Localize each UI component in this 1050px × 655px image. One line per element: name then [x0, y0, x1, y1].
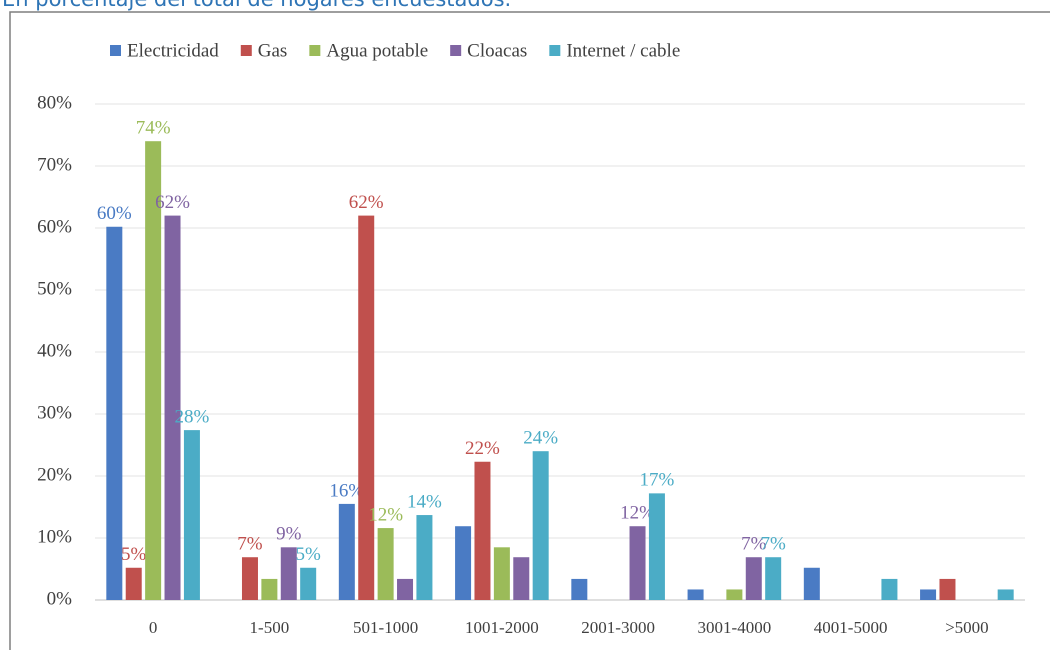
- bar: [687, 589, 704, 600]
- x-tick-label: 1-500: [250, 618, 290, 637]
- bar: [474, 461, 491, 600]
- bar: [765, 557, 782, 600]
- bar: [997, 589, 1014, 600]
- data-label: 62%: [349, 192, 384, 213]
- bar: [241, 557, 258, 600]
- x-tick-label: 4001-5000: [814, 618, 888, 637]
- data-label: 62%: [155, 192, 190, 213]
- legend-swatch: [110, 45, 121, 56]
- bar: [648, 493, 665, 600]
- bar: [513, 557, 530, 600]
- y-tick-label: 40%: [37, 340, 72, 361]
- y-tick-label: 20%: [37, 464, 72, 485]
- x-tick-label: 3001-4000: [698, 618, 772, 637]
- bar: [397, 578, 414, 600]
- y-tick-label: 10%: [37, 526, 72, 547]
- bar: [358, 215, 375, 600]
- legend-label: Internet / cable: [566, 40, 680, 61]
- data-label: 22%: [465, 438, 500, 459]
- y-tick-label: 0%: [47, 588, 73, 609]
- chart-frame: [9, 11, 1050, 655]
- data-label: 28%: [175, 406, 210, 427]
- bar: [261, 578, 278, 600]
- data-label: 12%: [368, 504, 403, 525]
- bar: [803, 567, 820, 600]
- x-tick-label: 1001-2000: [465, 618, 539, 637]
- x-tick-label: 0: [149, 618, 158, 637]
- legend-label: Cloacas: [467, 40, 527, 61]
- bar: [164, 215, 181, 600]
- legend-label: Gas: [258, 40, 288, 61]
- bar: [629, 526, 646, 600]
- bar: [726, 589, 743, 600]
- bar: [338, 503, 355, 600]
- x-tick-label: 2001-3000: [581, 618, 655, 637]
- y-tick-label: 30%: [37, 402, 72, 423]
- legend-label: Electricidad: [127, 40, 219, 61]
- bar: [145, 141, 162, 600]
- x-tick-label: 501-1000: [353, 618, 418, 637]
- data-label: 5%: [296, 544, 322, 565]
- y-tick-label: 80%: [37, 92, 72, 113]
- data-label: 60%: [97, 203, 132, 224]
- data-label: 5%: [121, 544, 147, 565]
- y-tick-label: 60%: [37, 216, 72, 237]
- data-label: 7%: [761, 534, 787, 555]
- bar: [377, 528, 394, 600]
- data-label: 16%: [329, 480, 364, 501]
- chart-subtitle: En porcentaje del total de hogares encue…: [2, 0, 511, 11]
- y-tick-label: 50%: [37, 278, 72, 299]
- bar: [106, 226, 123, 600]
- bar: [183, 430, 200, 600]
- bar: [881, 578, 898, 600]
- bar: [745, 557, 762, 600]
- data-label: 14%: [407, 491, 442, 512]
- legend-label: Agua potable: [326, 40, 428, 61]
- bar: [416, 515, 433, 600]
- bar: [493, 547, 510, 600]
- data-label: 9%: [276, 524, 302, 545]
- x-tick-label: >5000: [945, 618, 989, 637]
- bar: [571, 578, 588, 600]
- legend-swatch: [240, 45, 252, 56]
- data-label: 24%: [523, 428, 558, 449]
- data-label: 17%: [640, 470, 675, 491]
- bar: [455, 526, 472, 600]
- data-label: 74%: [136, 118, 171, 139]
- legend-swatch: [450, 45, 462, 56]
- bar: [300, 567, 317, 600]
- bar: [280, 547, 297, 600]
- data-label: 7%: [741, 534, 767, 555]
- bar: [125, 567, 142, 600]
- legend-swatch: [309, 45, 321, 56]
- bar: [939, 578, 956, 600]
- y-tick-label: 70%: [37, 154, 72, 175]
- legend-swatch: [549, 45, 561, 56]
- data-label: 12%: [620, 503, 655, 524]
- bar: [920, 589, 937, 600]
- bar: [532, 451, 549, 600]
- data-label: 7%: [237, 534, 263, 555]
